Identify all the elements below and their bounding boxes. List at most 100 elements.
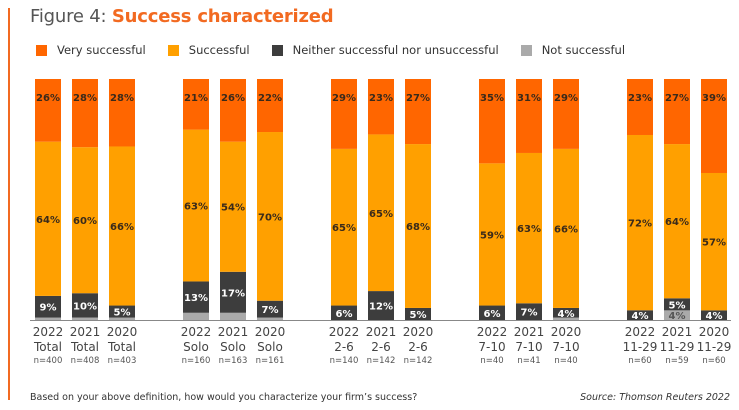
data-label-very-successful: 31% bbox=[517, 93, 541, 104]
tick-label-year: 2022 bbox=[33, 325, 64, 339]
bar-segment-not-successful bbox=[664, 310, 690, 320]
bar-segment-neither bbox=[368, 291, 394, 320]
bar-segment-not-successful bbox=[183, 312, 209, 320]
bar-segment-neither bbox=[257, 300, 283, 318]
legend-item-very-successful: Very successful bbox=[36, 43, 146, 57]
tick-label-segment: 11-29 bbox=[623, 340, 658, 354]
tick-label-year: 2021 bbox=[218, 325, 249, 339]
data-label-successful: 66% bbox=[110, 222, 134, 233]
data-label-neither: 4% bbox=[632, 311, 649, 322]
bar-segment-not-successful bbox=[35, 317, 61, 320]
tick-label-year: 2022 bbox=[625, 325, 656, 339]
legend: Very successful Successful Neither succe… bbox=[36, 43, 647, 57]
tick-label-sample-size: n=160 bbox=[182, 356, 211, 366]
bar-segment-neither bbox=[553, 307, 579, 318]
tick-label-year: 2020 bbox=[255, 325, 286, 339]
bar-segment-neither bbox=[220, 271, 246, 313]
bar-segment-neither bbox=[627, 310, 653, 320]
data-label-successful: 64% bbox=[36, 215, 60, 226]
tick-label-sample-size: n=41 bbox=[517, 356, 540, 366]
tick-label-segment: 2-6 bbox=[334, 340, 354, 354]
data-label-neither: 12% bbox=[369, 302, 393, 313]
bar-segment-very-successful bbox=[479, 79, 505, 164]
data-label-neither: 10% bbox=[73, 301, 97, 312]
data-label-successful: 68% bbox=[406, 222, 430, 233]
bar-segment-not-successful bbox=[553, 317, 579, 320]
data-label-very-successful: 21% bbox=[184, 93, 208, 104]
bar-segment-successful bbox=[368, 134, 394, 292]
data-label-successful: 64% bbox=[665, 217, 689, 228]
bar-segment-successful bbox=[220, 141, 246, 272]
tick-label-segment: Total bbox=[33, 340, 62, 354]
bar-segment-successful bbox=[109, 146, 135, 306]
bar-segment-very-successful bbox=[516, 79, 542, 153]
data-label-neither: 13% bbox=[184, 293, 208, 304]
bar-segment-very-successful bbox=[220, 79, 246, 142]
data-label-successful: 70% bbox=[258, 212, 282, 223]
tick-label-sample-size: n=403 bbox=[108, 356, 137, 366]
tick-label-segment: 11-29 bbox=[697, 340, 732, 354]
tick-label-year: 2020 bbox=[551, 325, 582, 339]
tick-label-segment: 7-10 bbox=[478, 340, 505, 354]
data-label-neither: 6% bbox=[484, 309, 501, 320]
tick-label-year: 2020 bbox=[403, 325, 434, 339]
survey-question: Based on your above definition, how woul… bbox=[30, 392, 418, 403]
data-label-successful: 59% bbox=[480, 230, 504, 241]
bar-segment-neither bbox=[35, 295, 61, 318]
bar-segment-very-successful bbox=[368, 79, 394, 135]
bar-segment-successful bbox=[257, 132, 283, 301]
tick-label-sample-size: n=163 bbox=[219, 356, 248, 366]
bar-segment-successful bbox=[553, 148, 579, 308]
bar-segment-very-successful bbox=[553, 79, 579, 149]
data-label-neither: 6% bbox=[336, 309, 353, 320]
data-label-very-successful: 26% bbox=[36, 93, 60, 104]
bar-segment-successful bbox=[479, 163, 505, 306]
bar-segment-successful bbox=[72, 147, 98, 294]
tick-label-sample-size: n=40 bbox=[554, 356, 577, 366]
bar-segment-successful bbox=[183, 129, 209, 282]
data-label-successful: 72% bbox=[628, 219, 652, 230]
tick-label-sample-size: n=60 bbox=[702, 356, 725, 366]
legend-swatch-not-successful bbox=[520, 44, 532, 56]
data-label-very-successful: 23% bbox=[369, 93, 393, 104]
bar-segment-successful bbox=[331, 148, 357, 306]
data-label-successful: 65% bbox=[332, 223, 356, 234]
legend-swatch-successful bbox=[167, 44, 179, 56]
tick-label-segment: Solo bbox=[183, 340, 209, 354]
tick-label-year: 2021 bbox=[514, 325, 545, 339]
tick-label-sample-size: n=40 bbox=[480, 356, 503, 366]
bar-segment-neither bbox=[516, 303, 542, 320]
data-label-very-successful: 27% bbox=[406, 93, 430, 104]
bar-segment-neither bbox=[664, 298, 690, 311]
bar-segment-neither bbox=[405, 307, 431, 320]
tick-label-segment: Total bbox=[107, 340, 136, 354]
data-label-very-successful: 27% bbox=[665, 93, 689, 104]
bar-segment-very-successful bbox=[664, 79, 690, 145]
legend-swatch-very-successful bbox=[36, 44, 47, 56]
legend-item-neither: Neither successful nor unsuccessful bbox=[271, 43, 499, 57]
data-label-very-successful: 23% bbox=[628, 93, 652, 104]
bar-segment-neither bbox=[72, 293, 98, 318]
data-label-successful: 66% bbox=[554, 224, 578, 235]
data-label-very-successful: 29% bbox=[332, 93, 356, 104]
data-label-neither: 7% bbox=[262, 305, 279, 316]
bar-segment-very-successful bbox=[405, 79, 431, 145]
tick-label-sample-size: n=142 bbox=[404, 356, 433, 366]
data-label-very-successful: 29% bbox=[554, 93, 578, 104]
bar-segment-successful bbox=[35, 141, 61, 296]
legend-swatch-neither bbox=[271, 44, 283, 56]
accent-rule bbox=[8, 8, 10, 400]
tick-label-sample-size: n=60 bbox=[628, 356, 651, 366]
tick-label-sample-size: n=140 bbox=[330, 356, 359, 366]
bar-segment-very-successful bbox=[627, 79, 653, 135]
data-label-neither: 4% bbox=[558, 309, 575, 320]
data-label-neither: 5% bbox=[410, 310, 427, 321]
bar-segment-not-successful bbox=[72, 317, 98, 320]
data-label-neither: 7% bbox=[521, 308, 538, 319]
bar-segment-successful bbox=[701, 172, 727, 311]
data-label-neither: 17% bbox=[221, 288, 245, 299]
tick-label-segment: Solo bbox=[220, 340, 246, 354]
tick-label-year: 2021 bbox=[70, 325, 101, 339]
legend-label: Successful bbox=[188, 43, 250, 57]
